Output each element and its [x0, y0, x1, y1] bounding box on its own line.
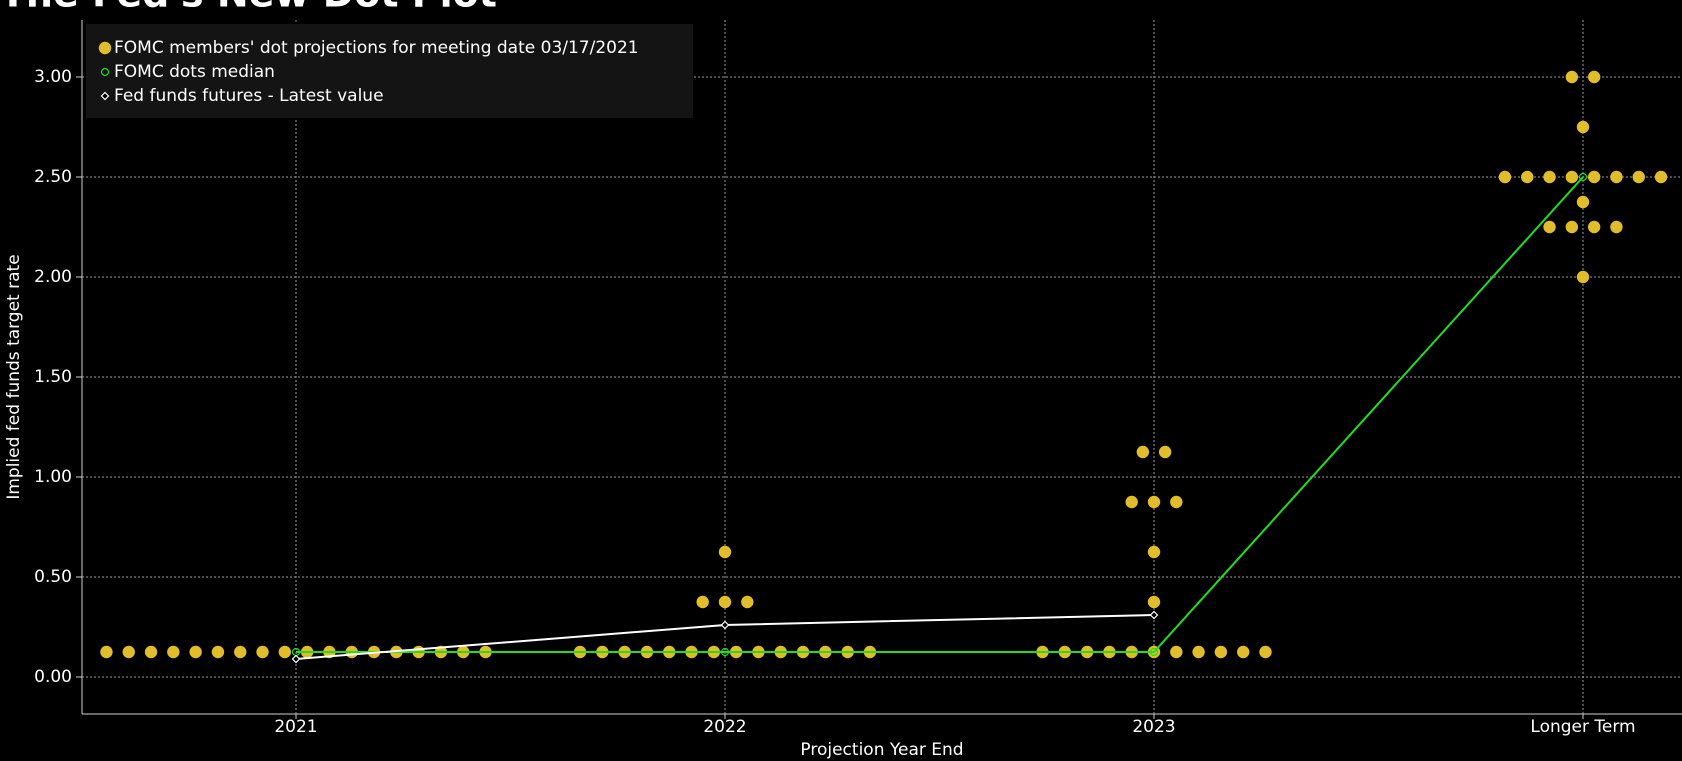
- dot: [718, 545, 732, 559]
- dot: [1498, 170, 1512, 184]
- dot: [1125, 495, 1138, 509]
- dot: [1565, 220, 1579, 234]
- y-tick-label: 1.50: [34, 367, 72, 387]
- dot: [167, 645, 180, 659]
- dot: [234, 645, 247, 659]
- legend-label: FOMC members' dot projections for meetin…: [114, 38, 639, 58]
- dot: [1147, 595, 1161, 609]
- dot: [1521, 170, 1534, 184]
- y-tick-label: 3.00: [34, 67, 72, 87]
- dot: [1587, 70, 1601, 84]
- legend: FOMC members' dot projections for meetin…: [86, 24, 693, 118]
- dot: [1610, 220, 1623, 234]
- median-marker: [1578, 172, 1588, 182]
- dot: [1237, 645, 1250, 659]
- dot: [1136, 445, 1150, 459]
- dot: [718, 595, 732, 609]
- dot: [189, 645, 202, 659]
- dot: [1576, 120, 1590, 134]
- dot: [1170, 645, 1183, 659]
- legend-label: Fed funds futures - Latest value: [114, 86, 384, 106]
- x-tick-label: 2022: [703, 717, 746, 737]
- y-tick-label: 2.00: [34, 267, 72, 287]
- x-tick-label: Longer Term: [1530, 717, 1635, 737]
- dot: [1565, 170, 1579, 184]
- y-tick-label: 1.00: [34, 467, 72, 487]
- chart-title: The Fed's New Dot Plot: [0, 0, 497, 16]
- dot: [741, 595, 754, 609]
- dot: [1192, 645, 1205, 659]
- dot: [256, 645, 269, 659]
- series-line: [296, 176, 1584, 653]
- legend-marker: [100, 91, 110, 101]
- dot: [1214, 645, 1228, 659]
- dot: [1610, 170, 1623, 184]
- dot: [1543, 220, 1556, 234]
- x-tick-label: 2023: [1132, 717, 1175, 737]
- y-axis-label: Implied fed funds target rate: [4, 254, 24, 499]
- dot: [278, 645, 292, 659]
- dot: [1170, 495, 1183, 509]
- dot: [1147, 495, 1161, 509]
- dot: [1576, 270, 1590, 284]
- dot: [1576, 195, 1590, 209]
- futures-marker: [1149, 610, 1159, 620]
- futures-marker: [720, 620, 730, 630]
- legend-marker: [100, 67, 110, 77]
- plot-area: 0.00 0.50 1.00 1.50 2.00 2.50 3.00 2021 2022 2023…: [34, 20, 1682, 737]
- dot: [211, 645, 225, 659]
- dot: [1147, 545, 1161, 559]
- dot: [100, 645, 113, 659]
- dot: [122, 645, 135, 659]
- dot: [1587, 220, 1601, 234]
- x-axis-label: Projection Year End: [800, 740, 963, 760]
- legend-marker: [98, 41, 112, 55]
- x-tick-label: 2021: [274, 717, 317, 737]
- y-tick-label: 0.00: [34, 667, 72, 687]
- dot: [1543, 170, 1556, 184]
- legend-label: FOMC dots median: [114, 62, 275, 82]
- dot: [696, 595, 709, 609]
- dot: [1259, 645, 1272, 659]
- dot: [144, 645, 158, 659]
- dot: [1587, 170, 1601, 184]
- dot: [1158, 445, 1172, 459]
- legend-box: [86, 24, 693, 118]
- dot: [1632, 170, 1645, 184]
- y-tick-label: 2.50: [34, 167, 72, 187]
- dot: [1654, 170, 1668, 184]
- median-marker: [1149, 647, 1159, 657]
- dot: [1565, 70, 1579, 84]
- y-tick-label: 0.50: [34, 567, 72, 587]
- futures-marker: [291, 654, 301, 664]
- median-marker: [720, 647, 730, 657]
